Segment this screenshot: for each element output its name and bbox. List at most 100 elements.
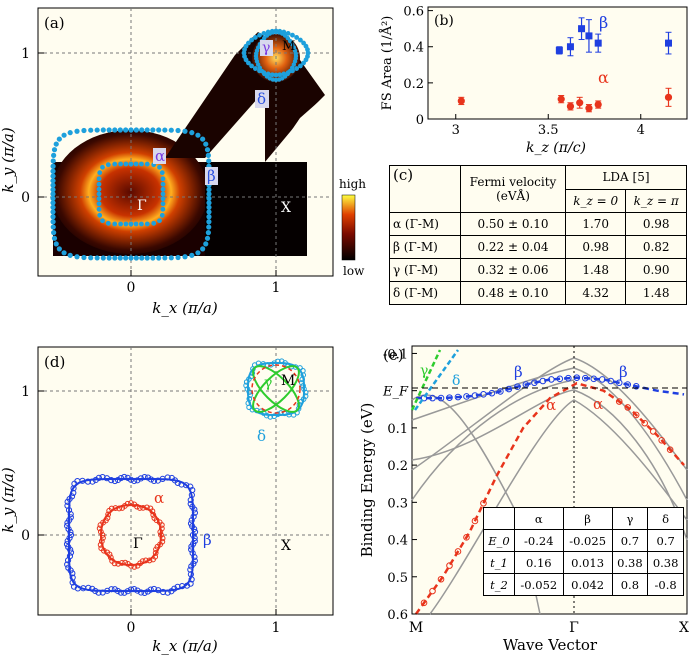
fs-dot bbox=[117, 255, 123, 261]
panel-e: -0.1 E_F 0.1 0.2 0.3 0.4 0.5 0.6 (e) M Γ X Wave… bbox=[358, 345, 689, 654]
panel-e-beta-right: β bbox=[619, 363, 628, 381]
fs-dot bbox=[162, 127, 168, 133]
beta-contour bbox=[68, 478, 194, 592]
alpha-data-point bbox=[454, 548, 462, 555]
fs-dot bbox=[182, 128, 188, 134]
value-cell: 0.16 bbox=[513, 551, 564, 574]
fs-dot bbox=[144, 221, 150, 227]
delta-fit bbox=[413, 349, 460, 411]
panel-a-ylabel: k_y (π/a) bbox=[0, 127, 17, 193]
value-cell: 0.7 bbox=[647, 529, 684, 552]
data-point bbox=[585, 32, 593, 40]
panel-e-beta-left: β bbox=[514, 363, 523, 381]
panel-d-ylabel: k_y (π/a) bbox=[0, 467, 17, 533]
beta-data-point bbox=[607, 377, 615, 385]
fs-dot bbox=[301, 60, 306, 66]
fs-dot bbox=[50, 214, 56, 220]
panel-a-alpha: α bbox=[155, 147, 165, 165]
fs-dot bbox=[298, 63, 303, 69]
fs-dot bbox=[112, 221, 118, 227]
param-cell: E_0 bbox=[483, 529, 515, 552]
fs-dot bbox=[50, 224, 56, 230]
beta-data-point bbox=[454, 393, 462, 401]
fs-dot bbox=[67, 130, 73, 136]
alpha-data-point bbox=[624, 404, 632, 411]
fs-dot bbox=[105, 162, 111, 168]
fs-dot bbox=[138, 161, 144, 167]
fs-dot bbox=[262, 71, 267, 77]
fs-dot bbox=[200, 136, 206, 142]
beta-data-point bbox=[471, 392, 479, 399]
fs-dot bbox=[150, 127, 156, 133]
fs-dot bbox=[128, 127, 134, 133]
fs-data-point bbox=[137, 589, 145, 596]
panel-b-xtick-label: 3.5 bbox=[538, 123, 559, 138]
value-cell: 0.38 bbox=[611, 551, 649, 574]
panel-a-delta: δ bbox=[257, 90, 266, 108]
kzpi-cell: 1.48 bbox=[625, 281, 687, 305]
panel-e-label: (e) bbox=[383, 346, 404, 364]
panel-e-gamma: γ bbox=[420, 363, 428, 379]
fs-dot bbox=[159, 212, 165, 218]
band-cell: δ (Γ-M) bbox=[389, 281, 461, 305]
data-point bbox=[566, 102, 575, 110]
fs-dot bbox=[156, 127, 162, 133]
fs-dot bbox=[50, 163, 56, 169]
fs-dot bbox=[112, 255, 118, 261]
fs-dot bbox=[112, 161, 118, 167]
fit-header bbox=[483, 507, 515, 530]
fs-dot bbox=[96, 186, 102, 192]
gamma-fit bbox=[410, 349, 442, 411]
panel-b-frame bbox=[427, 6, 688, 120]
fs-dot bbox=[96, 176, 102, 182]
fs-data-point bbox=[271, 413, 277, 420]
beta-data-point bbox=[539, 377, 547, 385]
fs-data-point bbox=[191, 525, 198, 533]
delta-contour bbox=[247, 362, 305, 416]
param-cell: t_2 bbox=[483, 573, 515, 596]
beta-data-point bbox=[615, 379, 623, 387]
alpha-data-point bbox=[480, 499, 487, 507]
table-row: t_1 0.16 0.013 0.38 0.38 bbox=[483, 551, 684, 574]
fs-dot bbox=[128, 221, 134, 227]
beta-data-point bbox=[531, 379, 538, 387]
alpha-data-point bbox=[632, 411, 640, 419]
fs-dot bbox=[123, 221, 129, 227]
value-cell: 0.042 bbox=[562, 573, 613, 596]
velocity-cell: 0.32 ± 0.06 bbox=[460, 258, 566, 282]
param-cell: t_1 bbox=[483, 551, 515, 574]
fs-data-point bbox=[188, 543, 195, 550]
panel-e-ytick-label: 0.3 bbox=[387, 496, 408, 511]
panel-b-ytick-label: 0 bbox=[416, 113, 424, 128]
kzpi-cell: 0.98 bbox=[625, 212, 687, 236]
fs-dot bbox=[257, 65, 263, 70]
fs-dot bbox=[290, 32, 295, 38]
fs-dot bbox=[293, 51, 298, 56]
value-cell: -0.24 bbox=[513, 529, 564, 552]
fs-dot bbox=[252, 66, 258, 71]
fs-dot bbox=[206, 214, 212, 220]
beta-data-point bbox=[565, 374, 572, 382]
fs-dot bbox=[205, 230, 211, 236]
fs-dot bbox=[277, 72, 283, 78]
beta-data-point bbox=[480, 391, 487, 398]
gamma-contour bbox=[252, 365, 300, 413]
panel-b-ytick-label: 0.4 bbox=[403, 41, 424, 56]
fs-dot bbox=[151, 220, 157, 226]
fs-data-point bbox=[70, 485, 77, 492]
panel-e-ytick-label: 0.4 bbox=[387, 534, 408, 549]
alpha-data-point bbox=[437, 575, 445, 583]
fs-dot bbox=[88, 255, 94, 261]
panel-e-ytick-label: -0.1 bbox=[383, 347, 408, 362]
fs-dot bbox=[246, 40, 251, 46]
velocity-cell: 0.22 ± 0.04 bbox=[460, 235, 566, 259]
fs-dot bbox=[206, 209, 212, 215]
fs-dot bbox=[50, 182, 56, 188]
fs-dot bbox=[94, 255, 100, 261]
data-point bbox=[457, 97, 465, 105]
panel-b-xlabel: k_z (π/c) bbox=[526, 140, 586, 156]
panel-b-xtick-label: 3 bbox=[452, 123, 460, 138]
panel-e-alpha-left: α bbox=[546, 396, 556, 414]
band-cell: α (Γ-M) bbox=[389, 212, 461, 236]
